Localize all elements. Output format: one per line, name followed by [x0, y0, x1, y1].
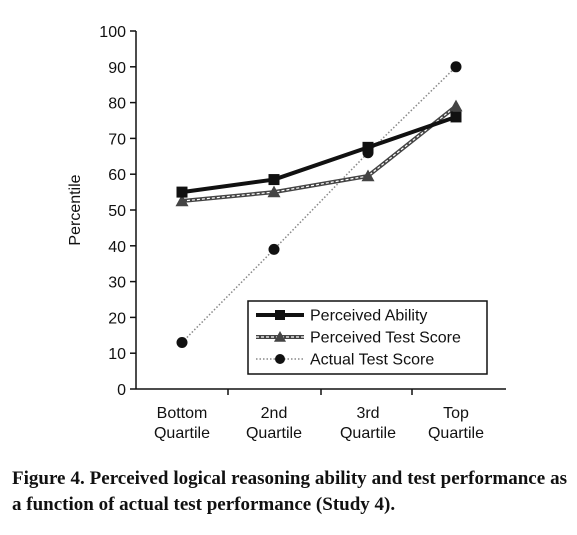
y-tick-label: 40 [108, 239, 126, 256]
x-tick-labels: Bottom Quartile 2nd Quartile 3rd Quartile Top Q… [154, 405, 484, 442]
data-point-triangle [361, 169, 375, 182]
x-tick-label-line: Quartile [340, 425, 396, 442]
figure-caption: Figure 4. Perceived logical reasoning ab… [12, 468, 567, 515]
data-point-square [176, 186, 188, 198]
x-tick-label-line: 2nd [261, 405, 288, 422]
x-tick-label-line: Bottom [157, 405, 208, 422]
axes [130, 30, 506, 395]
data-point-square [268, 174, 280, 186]
series-line-inner [181, 105, 457, 202]
y-tick-labels: 0 10 20 30 40 50 60 70 80 90 100 [99, 24, 126, 399]
x-tick-label: 2nd Quartile [246, 405, 302, 442]
data-point-triangle [449, 99, 463, 112]
x-tick-label-line: 3rd [356, 405, 379, 422]
x-tick-label-line: Quartile [428, 425, 484, 442]
x-tick-label: Top Quartile [428, 405, 484, 442]
series-line [181, 115, 457, 195]
y-tick-label: 50 [108, 203, 126, 220]
y-tick-label: 0 [117, 382, 126, 399]
x-tick-label-line: Top [443, 405, 469, 422]
legend-label: Perceived Ability [310, 308, 427, 325]
y-tick-label: 100 [99, 24, 126, 41]
data-point-circle [176, 336, 188, 348]
data-point-circle [268, 243, 280, 255]
data-point-triangle [175, 194, 189, 207]
data-point-square [362, 141, 374, 153]
data-point-circle [450, 61, 462, 73]
y-tick-label: 80 [108, 96, 126, 113]
data-point-square [275, 310, 285, 320]
series-markers [175, 61, 463, 348]
y-axis-label: Percentile [67, 174, 84, 245]
data-point-square [450, 111, 462, 123]
y-tick-label: 10 [108, 346, 126, 363]
legend-label: Perceived Test Score [310, 330, 461, 347]
y-tick-label: 20 [108, 310, 126, 327]
y-tick-label: 30 [108, 275, 126, 292]
x-tick-label-line: Quartile [246, 425, 302, 442]
y-tick-label: 70 [108, 131, 126, 148]
x-tick-label: 3rd Quartile [340, 405, 396, 442]
series-lines [181, 66, 458, 343]
legend-label: Actual Test Score [310, 352, 434, 369]
data-point-triangle [267, 185, 281, 198]
x-tick-label: Bottom Quartile [154, 405, 210, 442]
y-tick-label: 90 [108, 60, 126, 77]
data-point-circle [275, 354, 285, 364]
x-tick-label-line: Quartile [154, 425, 210, 442]
y-tick-label: 60 [108, 167, 126, 184]
legend: Perceived Ability Perceived Test Score Act… [247, 300, 488, 375]
data-point-triangle [274, 331, 286, 342]
